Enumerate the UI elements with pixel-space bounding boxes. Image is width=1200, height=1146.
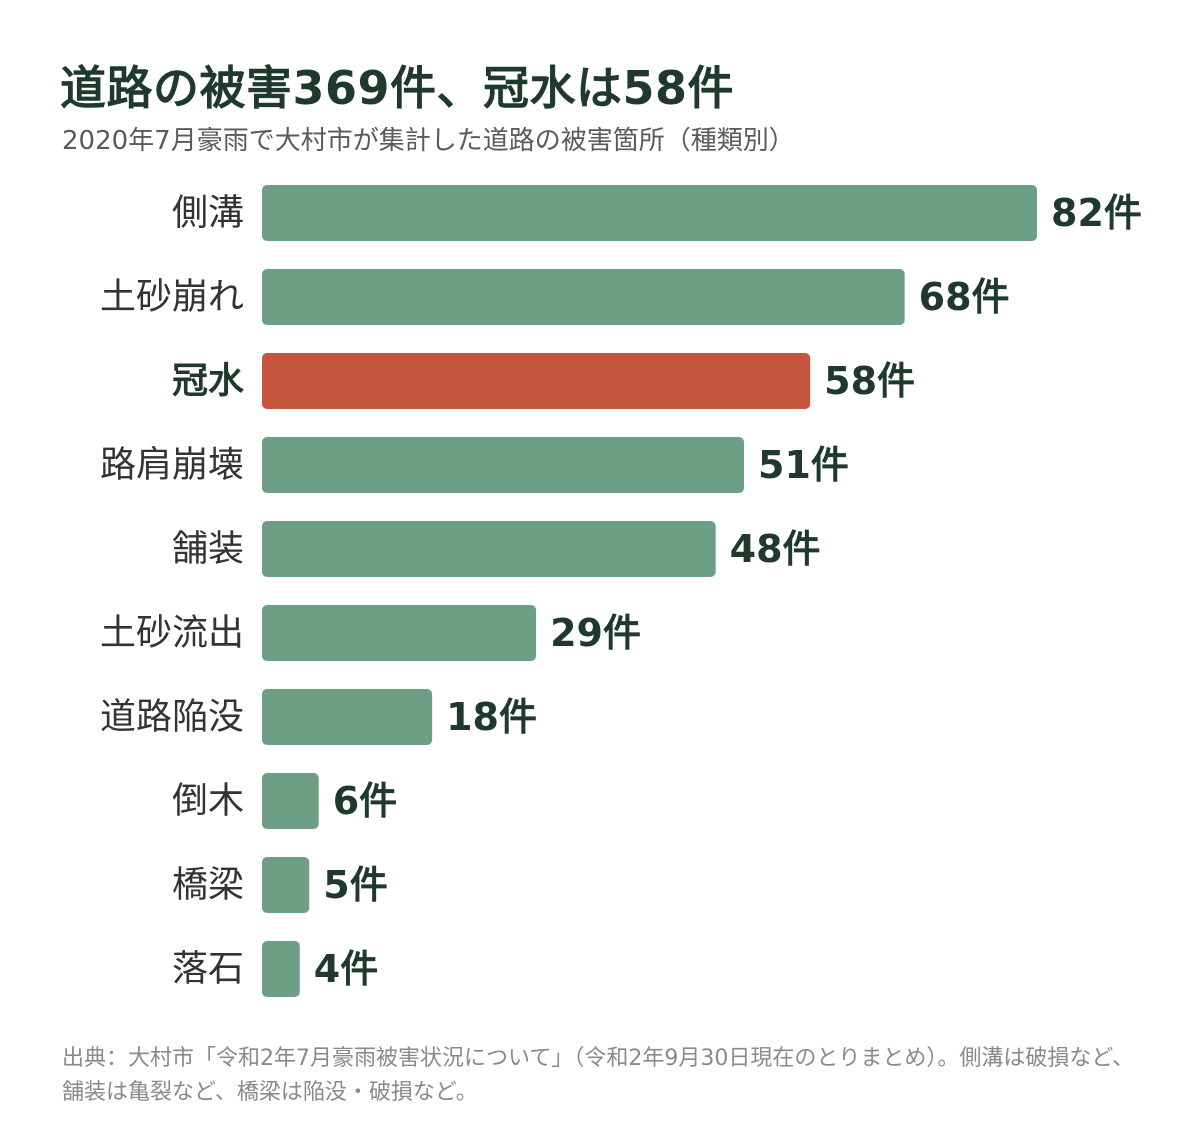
- value-label: 5件: [323, 863, 387, 907]
- bar: [262, 941, 300, 997]
- category-label: 倒木: [172, 781, 244, 822]
- bar: [262, 605, 537, 661]
- bar-highlight: [262, 353, 811, 409]
- value-label: 48件: [730, 527, 821, 571]
- chart-title: 道路の被害369件、冠水は58件: [60, 61, 735, 115]
- bar: [262, 773, 319, 829]
- value-label: 68件: [919, 275, 1010, 319]
- bar: [262, 269, 905, 325]
- value-label: 4件: [314, 947, 378, 991]
- value-label: 18件: [446, 695, 537, 739]
- bar: [262, 185, 1037, 241]
- category-label: 道路陥没: [100, 697, 244, 738]
- value-label: 51件: [758, 443, 849, 487]
- category-label: 落石: [172, 949, 244, 990]
- value-label: 82件: [1051, 191, 1142, 235]
- value-label: 6件: [333, 779, 397, 823]
- category-label: 舗装: [172, 529, 244, 570]
- bar: [262, 521, 716, 577]
- source-note: 出典：大村市「令和2年7月豪雨被害状況について」（令和2年9月30日現在のとりま…: [62, 1046, 1135, 1105]
- bar: [262, 857, 310, 913]
- category-label: 側溝: [172, 193, 244, 234]
- category-label: 土砂流出: [100, 613, 244, 654]
- chart-subtitle: 2020年7月豪雨で大村市が集計した道路の被害箇所（種類別）: [62, 126, 795, 156]
- bar: [262, 437, 745, 493]
- category-label: 冠水: [172, 361, 245, 402]
- value-label: 29件: [550, 611, 641, 655]
- bar: [262, 689, 433, 745]
- value-label: 58件: [824, 359, 915, 403]
- category-label: 橋梁: [172, 865, 244, 906]
- category-label: 路肩崩壊: [100, 445, 244, 486]
- category-label: 土砂崩れ: [100, 277, 244, 318]
